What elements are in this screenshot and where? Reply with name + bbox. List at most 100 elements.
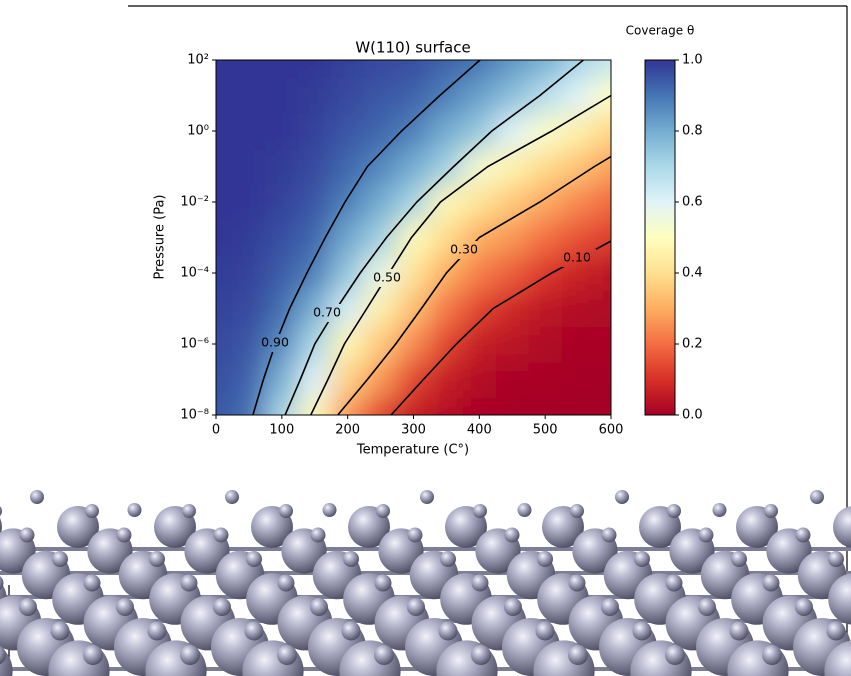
adatom <box>374 645 394 665</box>
heat-cell <box>528 290 563 327</box>
adatom <box>665 574 683 592</box>
adatom <box>601 598 619 616</box>
heat-cell <box>429 113 464 150</box>
adatom <box>374 574 392 592</box>
adatom <box>277 645 297 665</box>
heat-cell <box>528 77 563 114</box>
heat-cell <box>594 113 611 150</box>
heat-cell <box>397 60 431 79</box>
heat-cell <box>265 77 299 114</box>
adatom <box>438 621 458 641</box>
heat-cell <box>216 255 233 292</box>
heat-cell <box>594 397 611 415</box>
x-tick-label: 300 <box>401 423 426 438</box>
heat-cell <box>528 255 563 292</box>
heat-cell <box>232 361 266 398</box>
adatom <box>182 504 196 518</box>
adatom <box>50 621 70 641</box>
adatom <box>795 598 813 616</box>
heat-cell <box>594 60 611 79</box>
heat-cell <box>216 148 233 185</box>
adatom <box>246 551 262 567</box>
heat-cell <box>397 326 431 363</box>
heat-cell <box>364 397 398 415</box>
contour-label: 0.90 <box>261 335 289 350</box>
adatom <box>440 551 456 567</box>
adatom <box>795 527 811 543</box>
heat-cell <box>265 148 299 185</box>
adatom <box>116 527 132 543</box>
adatom <box>310 598 328 616</box>
heat-cell <box>331 397 365 415</box>
adatom <box>116 598 134 616</box>
heat-cell <box>298 290 332 327</box>
heat-cell <box>561 361 596 398</box>
adatom <box>407 598 425 616</box>
adatom <box>277 574 295 592</box>
heat-cell <box>429 361 464 398</box>
heat-cell <box>331 113 365 150</box>
adatom <box>310 527 326 543</box>
x-tick-label: 100 <box>269 423 294 438</box>
adatom <box>420 490 434 504</box>
heat-cell <box>216 77 233 114</box>
heat-cell <box>364 361 398 398</box>
atom <box>828 573 851 625</box>
heat-cell <box>265 290 299 327</box>
adatom <box>83 574 101 592</box>
colorbar-tick-label: 0.6 <box>682 195 703 210</box>
heat-cell <box>364 60 398 79</box>
heat-cell <box>216 397 233 415</box>
heat-cell <box>265 184 299 221</box>
heat-cell <box>561 255 596 292</box>
heat-cell <box>331 255 365 292</box>
y-tick-label: 10⁻⁴ <box>180 266 209 281</box>
heat-cell <box>232 113 266 150</box>
contour-lines <box>252 60 611 415</box>
heat-cell <box>364 77 398 114</box>
contour-label: 0.30 <box>450 242 478 257</box>
heat-cell <box>594 290 611 327</box>
heat-cell <box>429 397 464 415</box>
heat-cell <box>495 113 530 150</box>
heat-cell <box>561 60 596 79</box>
adatom <box>19 527 35 543</box>
heat-cell <box>594 255 611 292</box>
heat-cell <box>495 148 530 185</box>
colorbar-tick-label: 1.0 <box>682 53 703 68</box>
heat-cell <box>397 397 431 415</box>
heat-cell <box>331 361 365 398</box>
heat-cell <box>429 326 464 363</box>
heat-cell <box>495 219 530 256</box>
heat-cell <box>216 113 233 150</box>
adatom <box>731 551 747 567</box>
colorbar-tick-label: 0.8 <box>682 124 703 139</box>
heat-cell <box>495 184 530 221</box>
contour-label: 0.50 <box>373 270 401 285</box>
heat-cell <box>462 148 497 185</box>
colorbar-label: Coverage θ <box>626 24 695 38</box>
heat-cell <box>397 219 431 256</box>
adatom <box>473 504 487 518</box>
heat-cell <box>528 326 563 363</box>
contour-label: 0.10 <box>563 250 591 265</box>
heat-cell <box>232 219 266 256</box>
adatom <box>85 504 99 518</box>
heat-cell <box>462 60 497 79</box>
heat-cell <box>594 326 611 363</box>
adatom <box>30 490 44 504</box>
adatom <box>517 503 532 517</box>
heat-cell <box>397 361 431 398</box>
adatom <box>83 645 103 665</box>
heat-cell <box>232 60 266 79</box>
atom <box>0 518 2 536</box>
heat-cell <box>298 361 332 398</box>
heat-cell <box>364 113 398 150</box>
adatom <box>471 574 489 592</box>
heat-cell <box>429 290 464 327</box>
adatom <box>698 598 716 616</box>
heat-cell <box>397 77 431 114</box>
heat-cell <box>216 290 233 327</box>
y-tick-label: 10² <box>187 53 209 68</box>
